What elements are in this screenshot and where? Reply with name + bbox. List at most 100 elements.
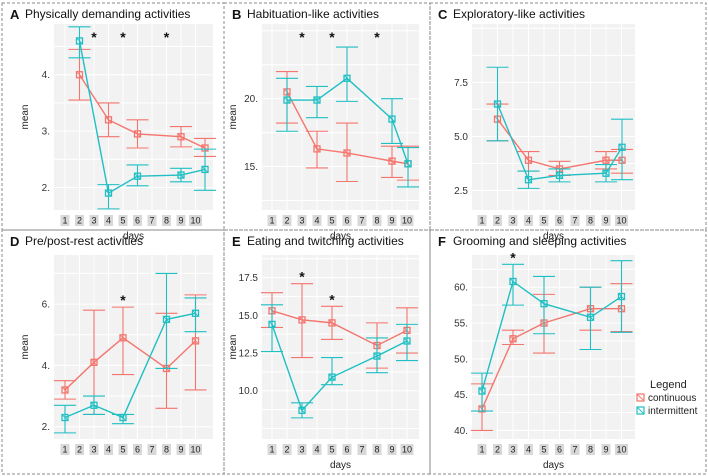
legend-swatch [636, 406, 645, 415]
x-tick-label: 8 [164, 445, 169, 455]
data-point [524, 176, 533, 184]
y-tick-label: 17.5 [239, 273, 259, 284]
x-tick-label: 10 [616, 445, 626, 455]
y-tick-label: 4. [42, 70, 50, 81]
data-point-cross [105, 116, 112, 123]
significance-star: * [374, 29, 380, 45]
x-tick-label: 6 [344, 216, 349, 226]
x-tick-box [493, 215, 502, 226]
x-tick-label: 5 [329, 445, 334, 455]
data-point-cross [91, 402, 97, 409]
x-tick-box [555, 215, 564, 226]
y-tick-label: 2.5 [454, 186, 468, 197]
y-tick-label: 5.0 [454, 132, 468, 143]
data-point-cross [525, 176, 532, 183]
x-tick-box [297, 215, 307, 226]
panel-c: 2.5 5.0 7.5 1 2 3 4 5 6 7 8 9 10 days C Exploratory-lik… [429, 2, 707, 242]
x-tick-label: 5 [120, 445, 125, 455]
y-axis-title: mean [20, 104, 31, 129]
plot-background [262, 255, 419, 439]
data-point [90, 358, 98, 366]
data-point-cross [62, 387, 68, 393]
panel-a: 2. 3. 4. 1 2 3 4 5 6 7 8 9 10 days mean A Physically dem… [1, 2, 225, 242]
x-tick-label: 4 [106, 216, 111, 226]
panel-e: 10.0 12.5 15.0 17.5 1 2 3 4 5 6 7 8 9 10 days mean E Eati… [223, 229, 431, 475]
legend-swatch-cross [637, 394, 644, 401]
data-point-cross [284, 97, 290, 103]
data-point [191, 337, 200, 345]
x-tick-box [586, 444, 595, 455]
x-tick-box [282, 444, 292, 455]
y-axis-title: mean [228, 334, 239, 359]
x-tick-label: 7 [149, 445, 154, 455]
data-point [61, 413, 69, 422]
data-point [75, 71, 84, 79]
x-tick-label: 3 [510, 445, 515, 455]
data-point [61, 386, 69, 394]
x-tick-box [189, 215, 202, 226]
legend-swatch-cross [637, 407, 644, 414]
x-tick-box [162, 215, 171, 226]
x-tick-box [372, 444, 382, 455]
data-point-cross [314, 97, 320, 103]
x-tick-label: 9 [389, 445, 394, 455]
x-tick-box [508, 444, 518, 455]
series-intermittent [68, 26, 216, 210]
panel-title: Eating and twitching activities [247, 234, 404, 248]
data-point [119, 413, 127, 422]
x-tick-label: 9 [389, 216, 394, 226]
panel-title: Exploratory-like activities [453, 7, 585, 21]
x-tick-box [570, 215, 580, 226]
x-tick-label: 5 [120, 216, 125, 226]
legend: Legend continuous intermittent [636, 379, 698, 417]
data-point-cross [510, 278, 516, 285]
x-tick-box [570, 444, 580, 455]
data-point-cross [404, 338, 410, 344]
x-tick-label: 4 [526, 216, 531, 226]
legend-swatch [636, 393, 645, 402]
data-point [162, 315, 171, 324]
x-tick-label: 4 [314, 216, 319, 226]
data-point-cross [525, 157, 532, 164]
data-point [404, 160, 412, 168]
series-intermittent [486, 66, 633, 189]
data-point-cross [134, 131, 141, 137]
x-tick-label: 1 [479, 445, 484, 455]
data-point [618, 143, 626, 151]
x-tick-label: 5 [541, 216, 546, 226]
data-point-cross [134, 173, 141, 180]
panel-title: Pre/post-rest activities [25, 234, 143, 248]
data-point-cross [62, 414, 68, 421]
data-point-cross [76, 38, 83, 44]
data-point [373, 352, 381, 360]
x-tick-box [133, 444, 142, 455]
x-axis-title: days [543, 460, 564, 471]
data-point-cross [314, 146, 320, 152]
panel-letter: D [10, 234, 19, 249]
panel-letter: C [438, 7, 448, 22]
y-tick-label: 15. [244, 162, 258, 173]
series-intermittent [261, 304, 418, 419]
data-point [133, 172, 142, 180]
panel-title: Habituation-like activities [247, 7, 379, 21]
data-point [602, 169, 610, 177]
x-tick-box [342, 215, 352, 226]
data-point-cross [178, 172, 184, 178]
y-tick-label: 55. [454, 319, 468, 330]
x-tick-box [327, 215, 337, 226]
data-point-cross [269, 321, 275, 328]
data-point [602, 156, 610, 164]
data-point [201, 165, 209, 174]
data-point [555, 171, 564, 180]
plot-background [262, 24, 419, 210]
y-tick-label: 2. [42, 183, 50, 194]
significance-star: * [164, 29, 170, 45]
data-point-cross [299, 317, 305, 323]
significance-star: * [329, 291, 335, 307]
data-point-cross [192, 338, 199, 344]
x-tick-label: 8 [588, 216, 593, 226]
y-tick-label: 40. [454, 426, 468, 437]
legend-item-intermittent: intermittent [636, 406, 698, 417]
x-tick-label: 2 [77, 445, 82, 455]
panel-b: 15. 20. 1 2 3 4 5 6 7 8 9 10 days mean B Habituation-li… [223, 2, 431, 242]
